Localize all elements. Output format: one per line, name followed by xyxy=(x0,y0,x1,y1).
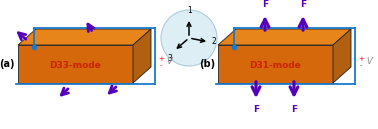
Polygon shape xyxy=(18,29,151,45)
Polygon shape xyxy=(333,29,351,83)
Text: (a): (a) xyxy=(0,59,15,69)
Text: F: F xyxy=(300,0,306,9)
Text: -: - xyxy=(360,62,362,68)
Circle shape xyxy=(161,10,217,66)
Text: +: + xyxy=(358,56,364,62)
Polygon shape xyxy=(218,45,333,83)
Text: V: V xyxy=(166,58,172,67)
Text: F: F xyxy=(253,105,259,114)
Text: 3: 3 xyxy=(167,54,172,63)
Text: (b): (b) xyxy=(199,59,215,69)
Text: D31-mode: D31-mode xyxy=(249,62,301,71)
Text: 2: 2 xyxy=(211,38,216,46)
Text: 1: 1 xyxy=(187,6,192,15)
Polygon shape xyxy=(218,29,351,45)
Polygon shape xyxy=(18,45,133,83)
Text: F: F xyxy=(262,0,268,9)
Text: V: V xyxy=(366,58,372,67)
Text: F: F xyxy=(291,105,297,114)
Text: -: - xyxy=(160,62,162,68)
Text: +: + xyxy=(158,56,164,62)
Text: D33-mode: D33-mode xyxy=(50,62,101,71)
Polygon shape xyxy=(133,29,151,83)
